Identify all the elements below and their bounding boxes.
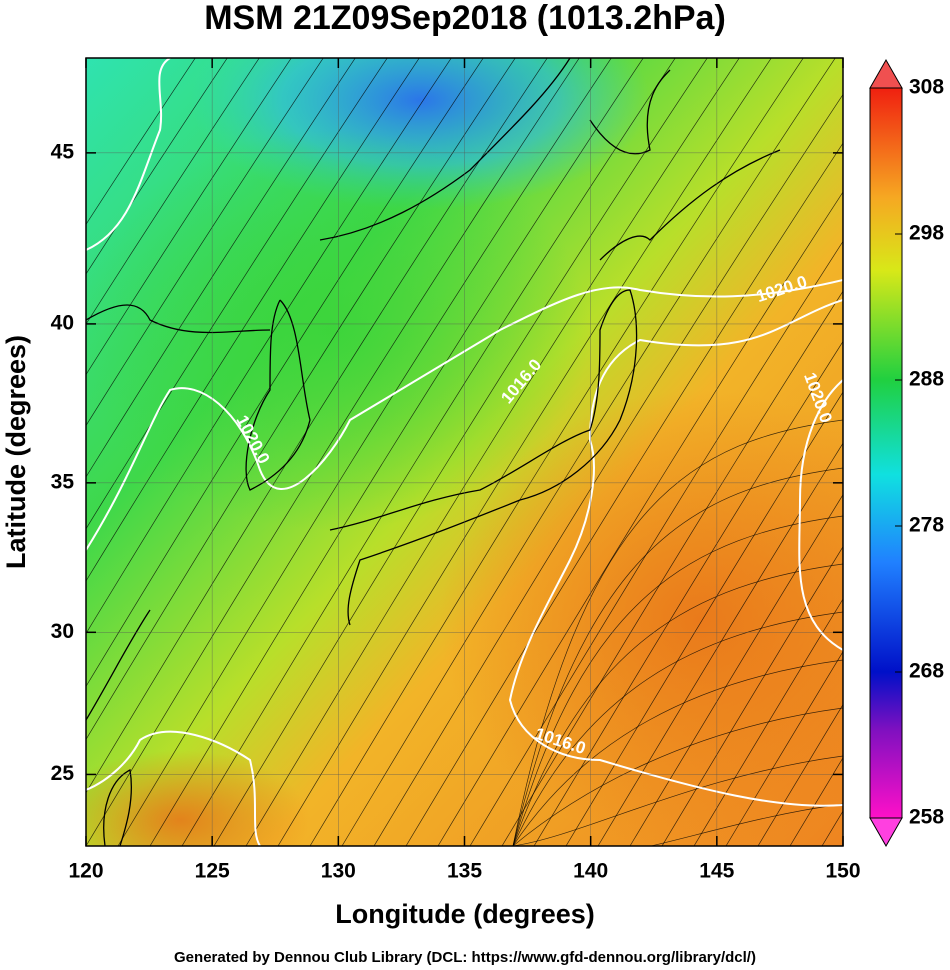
streamlines [86, 18, 950, 846]
isobar [508, 299, 843, 807]
colorbar-tick-label: 278 [909, 514, 944, 537]
y-tick-label: 25 [51, 762, 75, 785]
streamline [533, 340, 843, 846]
colorbar-under [869, 817, 903, 848]
streamline [86, 58, 452, 635]
streamline [405, 142, 843, 846]
map-field [86, 18, 950, 846]
streamline [512, 707, 843, 846]
colorbar: 258 268 278 288 298 308 [869, 58, 944, 848]
y-tick-label: 35 [51, 470, 75, 493]
warm-region [440, 390, 843, 846]
streamline [501, 290, 843, 846]
streamline [86, 58, 324, 427]
streamline [149, 58, 644, 846]
streamline [512, 755, 843, 846]
x-tick-label: 140 [573, 860, 608, 883]
y-tick-label: 30 [51, 620, 74, 643]
streamline [86, 58, 484, 688]
streamline [661, 546, 843, 846]
x-axis-label: Longitude (degrees) [335, 899, 595, 929]
coastline [329, 289, 638, 626]
streamline [757, 703, 843, 846]
colorbar-over [869, 58, 903, 89]
coastline [319, 58, 571, 241]
isobar [798, 379, 843, 651]
chart-title: MSM 21Z09Sep2018 (1013.2hPa) [204, 0, 726, 37]
x-tick-label: 120 [68, 860, 103, 883]
streamline [512, 515, 843, 846]
streamline [245, 58, 740, 846]
streamline [918, 18, 950, 846]
streamline [629, 494, 843, 846]
streamline [86, 58, 292, 376]
isobars [86, 58, 843, 846]
streamline [181, 58, 676, 846]
x-tick-label: 130 [321, 860, 356, 883]
streamline [512, 467, 843, 846]
streamline [86, 58, 580, 846]
streamline [277, 58, 772, 846]
coastline [86, 304, 271, 334]
footer: Generated by Dennou Club Library (DCL: h… [174, 949, 756, 966]
streamline [512, 611, 843, 846]
streamline [86, 58, 420, 582]
streamline [512, 563, 843, 846]
streamline [86, 58, 228, 275]
streamline [513, 803, 843, 846]
streamline [597, 442, 843, 846]
y-tick-label: 45 [51, 140, 75, 163]
streamline [565, 391, 843, 846]
y-axis-label: Latitude (degrees) [1, 335, 31, 569]
colorbar-tick-label: 288 [909, 368, 944, 391]
streamline [86, 58, 196, 225]
streamline [373, 93, 843, 846]
coastline [86, 609, 151, 721]
colorbar-tick-label: 268 [909, 660, 944, 683]
x-tick-label: 125 [195, 860, 230, 883]
x-tick-label: 150 [825, 860, 860, 883]
isobar [86, 279, 843, 551]
coastline [599, 149, 781, 261]
isobar [86, 58, 171, 251]
colorbar-scale [869, 87, 903, 819]
streamline [512, 659, 843, 846]
streamline [437, 191, 843, 846]
streamline [86, 58, 260, 325]
coastlines [86, 58, 781, 846]
colorbar-tick-label: 298 [909, 222, 944, 245]
colorbar-tick-label: 258 [909, 806, 944, 829]
streamline [512, 419, 843, 846]
coastline [245, 299, 311, 491]
y-tick-label: 40 [51, 311, 74, 334]
streamline [309, 58, 804, 846]
streamline [725, 650, 843, 846]
streamline [213, 58, 708, 846]
colorbar-tick-label: 308 [909, 76, 944, 99]
coastline [589, 69, 671, 155]
streamline [86, 58, 356, 478]
axes: 120 125 130 135 140 145 150 25 30 35 40 45 [51, 58, 861, 883]
warm-region [86, 750, 310, 846]
streamline [117, 58, 612, 846]
x-tick-label: 135 [447, 860, 482, 883]
streamline [86, 58, 388, 530]
streamline [341, 58, 836, 846]
coastline [103, 769, 132, 846]
streamline [86, 58, 516, 741]
isobar [86, 730, 261, 846]
streamline [693, 598, 843, 846]
x-tick-label: 145 [699, 860, 734, 883]
streamline [469, 240, 843, 846]
